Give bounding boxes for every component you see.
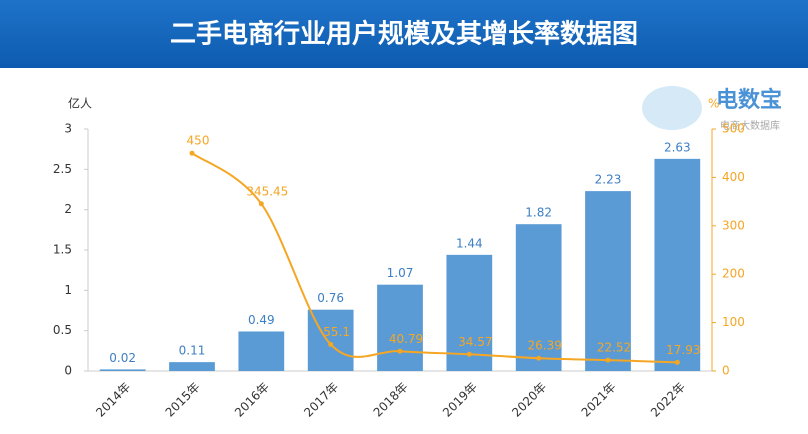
line-value-label: 40.79 <box>389 332 423 346</box>
bar <box>515 224 562 371</box>
bar <box>377 284 423 371</box>
chart-title: 二手电商行业用户规模及其增长率数据图 <box>170 19 638 50</box>
line-point <box>328 341 334 347</box>
y-tick-label: 3 <box>64 122 72 136</box>
x-tick-label: 2022年 <box>648 380 688 420</box>
bar-value-label: 2.23 <box>595 173 622 187</box>
line-value-label: 34.57 <box>458 335 492 349</box>
bar-value-label: 0.02 <box>109 351 136 365</box>
bar <box>446 254 493 371</box>
x-tick-label: 2014年 <box>93 380 133 420</box>
bar <box>99 369 146 371</box>
bar <box>169 362 215 371</box>
bar-value-label: 2.63 <box>664 140 691 154</box>
y-tick-label: 2 <box>64 202 72 216</box>
line-point <box>189 150 195 156</box>
x-tick-label: 2015年 <box>163 380 203 420</box>
y2-tick-label: 100 <box>722 315 745 329</box>
y-tick-label: 0 <box>64 364 72 378</box>
line-point <box>466 351 472 357</box>
growth-line <box>191 152 678 364</box>
y2-axis-label: % <box>708 97 719 111</box>
bar <box>238 331 285 371</box>
x-tick-label: 2017年 <box>301 380 341 420</box>
y-tick-label: 0.5 <box>53 323 72 337</box>
line-point <box>605 357 611 363</box>
line-point <box>674 359 680 365</box>
x-tick-label: 2016年 <box>232 380 272 420</box>
y-tick-label: 2.5 <box>53 162 72 176</box>
y2-tick-label: 500 <box>722 122 745 136</box>
line-value-label: 450 <box>187 134 210 148</box>
y2-tick-label: 300 <box>722 218 745 232</box>
watermark: 电数宝 电商大数据库 <box>642 86 782 132</box>
x-tick-label: 2019年 <box>440 380 480 420</box>
y-axis-label: 亿人 <box>68 96 92 111</box>
line-point <box>258 201 264 207</box>
line-value-label: 55.1 <box>323 325 350 339</box>
y2-tick-label: 0 <box>722 364 730 378</box>
bar-value-label: 1.82 <box>525 206 552 220</box>
bar-value-label: 0.76 <box>317 291 344 305</box>
y-tick-label: 1.5 <box>53 243 72 257</box>
bar-value-label: 1.44 <box>456 236 483 250</box>
x-tick-label: 2021年 <box>579 380 619 420</box>
line-point <box>397 348 403 354</box>
bar <box>585 191 631 371</box>
line-value-label: 26.39 <box>527 339 561 353</box>
line-value-label: 345.45 <box>246 184 288 198</box>
line-value-label: 22.52 <box>597 341 631 355</box>
header-bar <box>0 0 808 68</box>
x-tick-label: 2018年 <box>371 380 411 420</box>
bar-value-label: 0.11 <box>179 344 206 358</box>
watermark-tagline: 电商大数据库 <box>720 119 780 132</box>
y2-tick-label: 200 <box>722 267 745 281</box>
watermark-name: 电数宝 <box>716 87 782 113</box>
line-point <box>536 355 542 361</box>
x-tick-label: 2020年 <box>509 380 549 420</box>
bar-value-label: 1.07 <box>387 266 414 280</box>
bar <box>654 158 701 371</box>
line-value-label: 17.93 <box>666 343 700 357</box>
y2-tick-label: 400 <box>722 170 745 184</box>
logo-cloud <box>642 86 702 130</box>
bar-value-label: 0.49 <box>248 313 275 327</box>
y-tick-label: 1 <box>64 283 72 297</box>
